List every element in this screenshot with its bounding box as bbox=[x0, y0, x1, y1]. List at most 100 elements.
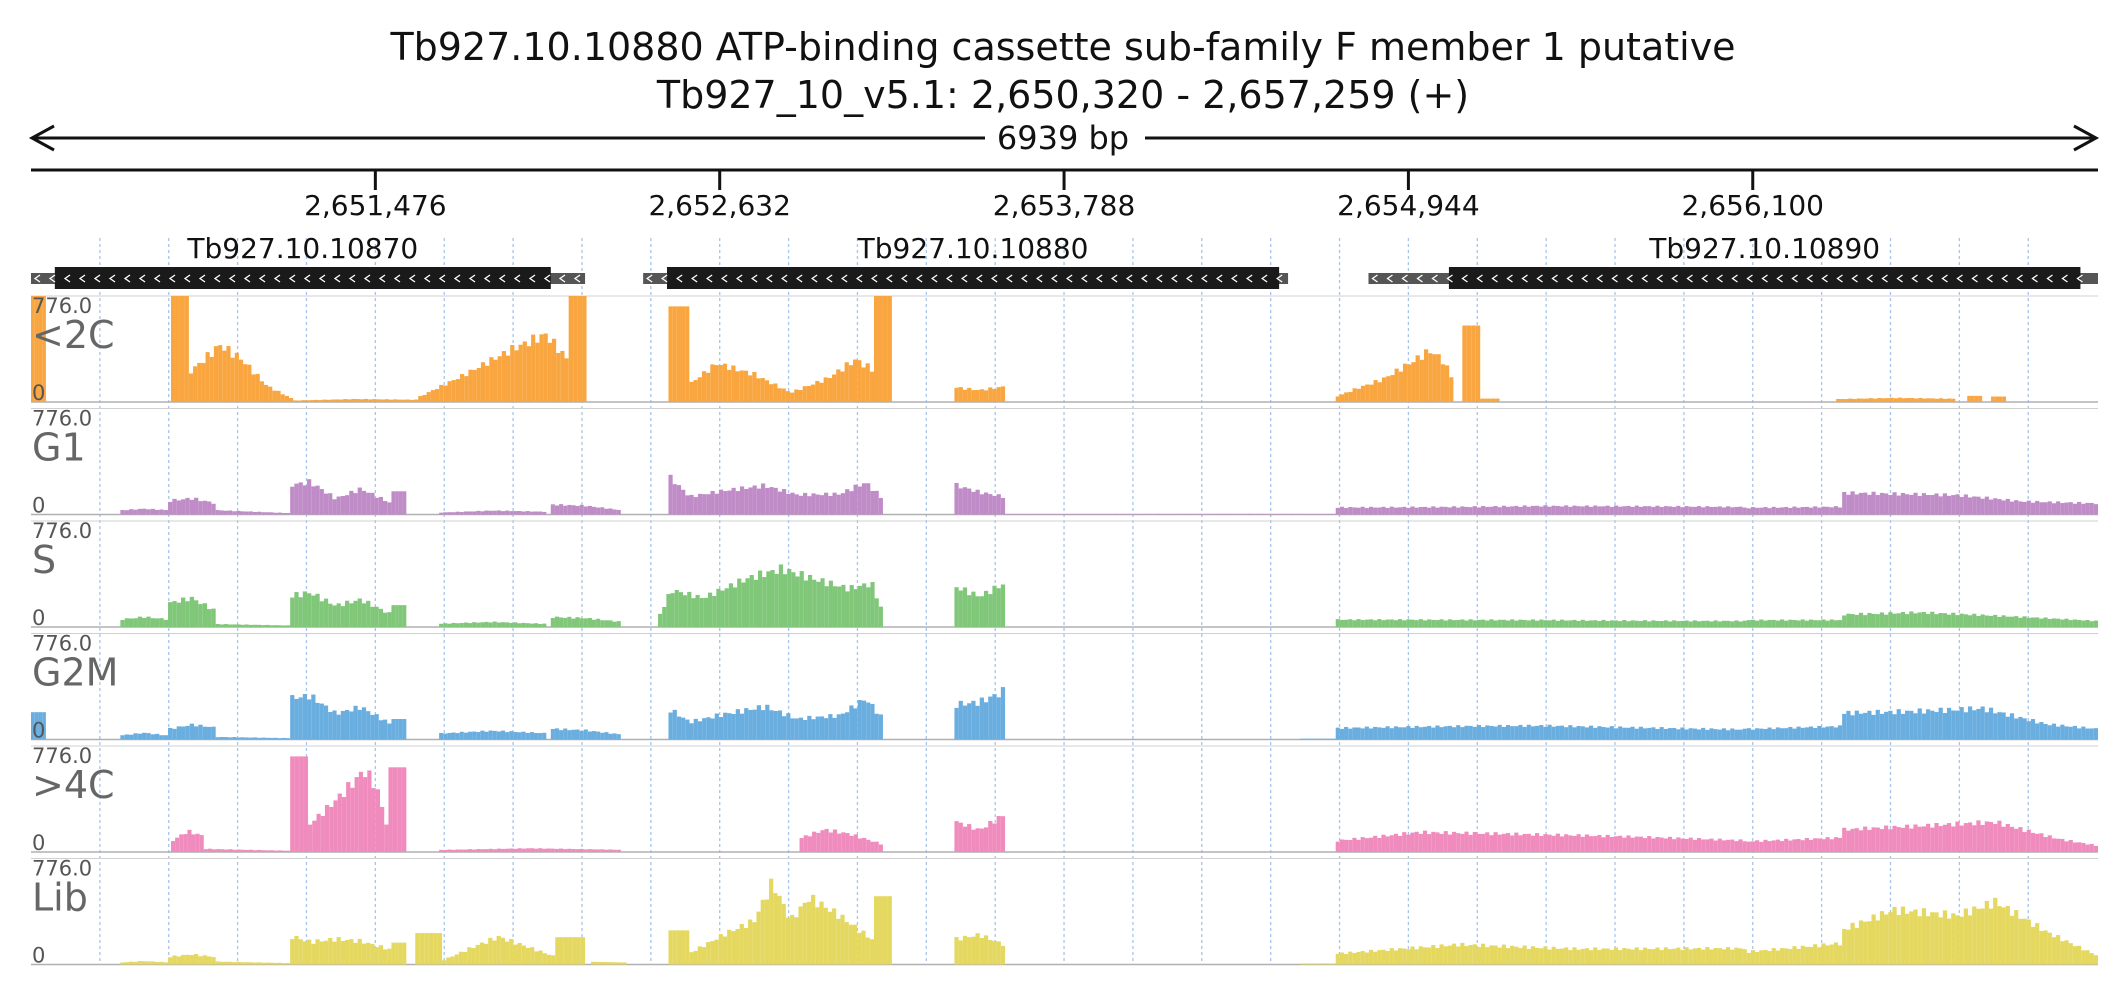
coverage-bar bbox=[756, 488, 761, 515]
coverage-segment bbox=[1836, 397, 1956, 402]
coverage-bar bbox=[1530, 835, 1536, 852]
coverage-bar bbox=[364, 398, 369, 402]
coverage-bar bbox=[806, 385, 812, 402]
coverage-bar bbox=[1352, 388, 1357, 402]
coverage-bar bbox=[215, 737, 220, 740]
coverage-bar bbox=[472, 622, 477, 627]
coverage-bar bbox=[1568, 506, 1573, 515]
coverage-bar bbox=[1767, 841, 1772, 852]
coverage-bar bbox=[958, 590, 963, 627]
coverage-bar bbox=[1613, 620, 1619, 627]
coverage-bar bbox=[211, 726, 216, 740]
coverage-bar bbox=[1930, 611, 1935, 627]
coverage-bar bbox=[500, 622, 506, 627]
coverage-bar bbox=[1630, 506, 1635, 515]
coverage-bar bbox=[1655, 836, 1660, 852]
coverage-bar bbox=[1884, 493, 1889, 515]
strand-arrow-icon bbox=[1866, 274, 1873, 283]
coverage-bar bbox=[1514, 505, 1519, 515]
coverage-bar bbox=[554, 616, 560, 627]
coverage-bar bbox=[1609, 726, 1614, 740]
coverage-bar bbox=[312, 820, 317, 852]
coverage-bar bbox=[179, 296, 185, 402]
coverage-bar bbox=[1988, 707, 1994, 740]
strand-arrow-icon bbox=[528, 274, 536, 283]
strand-arrow-icon bbox=[1791, 274, 1798, 283]
coverage-bar bbox=[387, 502, 392, 515]
coverage-bar bbox=[168, 501, 173, 515]
coverage-bar bbox=[329, 807, 334, 852]
coverage-bar bbox=[2068, 620, 2073, 627]
coverage-segment bbox=[418, 333, 569, 402]
coverage-bar bbox=[1946, 495, 1952, 515]
coverage-bar bbox=[1311, 963, 1316, 965]
coverage-bar bbox=[472, 369, 477, 402]
coverage-bar bbox=[1411, 362, 1416, 402]
coverage-bar bbox=[1618, 835, 1623, 852]
coverage-bar bbox=[1501, 619, 1506, 627]
coverage-bar bbox=[1543, 726, 1548, 740]
coverage-bar bbox=[745, 578, 750, 627]
coverage-bar bbox=[538, 848, 543, 852]
coverage-bar bbox=[1168, 513, 1173, 515]
coverage-bar bbox=[579, 730, 584, 740]
coverage-bar bbox=[979, 828, 984, 852]
coverage-bar bbox=[2085, 950, 2090, 965]
coverage-bar bbox=[2072, 725, 2078, 740]
coverage-bar bbox=[1264, 513, 1269, 515]
coverage-bar bbox=[706, 717, 711, 740]
coverage-bar bbox=[1917, 916, 1922, 965]
coverage-bar bbox=[1946, 707, 1952, 740]
coverage-segment bbox=[1746, 725, 1843, 740]
coverage-bar bbox=[334, 399, 340, 402]
coverage-bar bbox=[302, 941, 308, 965]
coverage-bar bbox=[446, 957, 451, 965]
grid-lines bbox=[99, 238, 2029, 965]
coverage-bar bbox=[2077, 842, 2082, 852]
coverage-bar bbox=[971, 591, 976, 627]
strand-arrow-icon bbox=[1776, 274, 1783, 283]
coverage-bar bbox=[195, 833, 200, 852]
coverage-bar bbox=[521, 731, 526, 740]
coverage-bar bbox=[764, 899, 770, 965]
coverage-segment bbox=[168, 596, 216, 627]
coverage-bar bbox=[1926, 916, 1931, 965]
coverage-bar bbox=[1339, 506, 1345, 515]
coverage-bar bbox=[330, 399, 335, 402]
coverage-bar bbox=[492, 849, 497, 852]
coverage-bar bbox=[433, 933, 438, 965]
coverage-bar bbox=[1456, 725, 1461, 740]
coverage-bar bbox=[374, 497, 379, 515]
track-name-label: >4C bbox=[32, 763, 115, 807]
coverage-bar bbox=[853, 708, 858, 740]
strand-arrow-icon bbox=[288, 274, 296, 283]
coverage-bar bbox=[575, 617, 580, 627]
coverage-bar bbox=[1613, 947, 1619, 965]
coverage-bar bbox=[1858, 612, 1864, 627]
coverage-bar bbox=[265, 962, 270, 965]
coverage-bar bbox=[815, 907, 820, 965]
coverage-bar bbox=[1360, 728, 1365, 740]
strand-arrow-icon bbox=[303, 274, 311, 283]
coverage-bar bbox=[298, 697, 303, 740]
coverage-bar bbox=[1630, 949, 1635, 965]
coverage-bar bbox=[1314, 513, 1319, 515]
coverage-bar bbox=[414, 399, 419, 402]
coverage-bar bbox=[1447, 834, 1452, 852]
coverage-bar bbox=[1840, 398, 1845, 402]
coverage-bar bbox=[1572, 727, 1577, 740]
strand-arrow-icon bbox=[258, 274, 266, 283]
coverage-bar bbox=[1742, 949, 1747, 965]
coverage-bar bbox=[277, 512, 282, 515]
coverage-bar bbox=[232, 737, 237, 740]
coverage-bar bbox=[509, 622, 514, 627]
coverage-bar bbox=[2018, 716, 2023, 740]
coverage-bar bbox=[1717, 729, 1722, 740]
coverage-bar bbox=[1543, 620, 1548, 627]
coverage-bar bbox=[1692, 839, 1697, 852]
coverage-bar bbox=[777, 895, 782, 965]
coverage-bar bbox=[1984, 615, 1989, 627]
coverage-bar bbox=[1721, 949, 1727, 965]
coverage-bar bbox=[1873, 398, 1878, 402]
coverage-bar bbox=[339, 399, 344, 402]
